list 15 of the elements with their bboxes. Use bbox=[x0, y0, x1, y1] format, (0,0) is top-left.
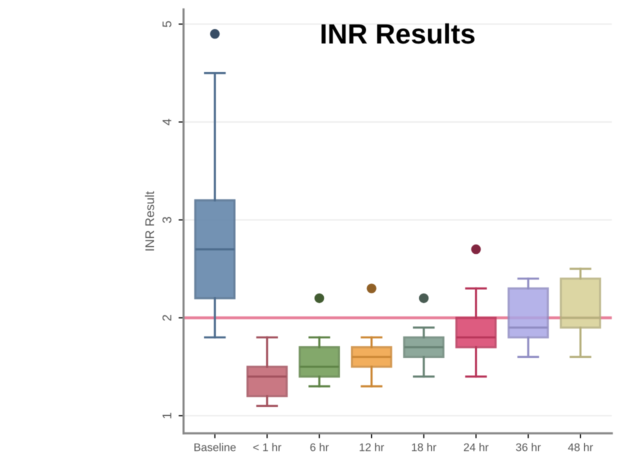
y-tick-label: 2 bbox=[162, 314, 172, 321]
y-tick-label: 1 bbox=[162, 412, 172, 418]
x-tick-label: 18 hr bbox=[412, 443, 436, 452]
x-tick-label: 6 hr bbox=[310, 443, 329, 452]
x-tick-label: < 1 hr bbox=[253, 443, 282, 452]
y-tick-label: 3 bbox=[162, 216, 172, 223]
x-tick-label: 36 hr bbox=[516, 443, 541, 452]
y-axis-title: INR Result bbox=[144, 191, 154, 250]
x-tick-label: 12 hr bbox=[360, 443, 384, 452]
x-tick-label: 48 hr bbox=[568, 443, 593, 452]
x-tick-label: Baseline bbox=[194, 443, 236, 452]
y-tick-label: 5 bbox=[162, 21, 172, 28]
x-tick-label: 24 hr bbox=[464, 443, 488, 452]
chart-title: INR Results bbox=[322, 23, 474, 44]
y-tick-label: 4 bbox=[162, 118, 172, 126]
